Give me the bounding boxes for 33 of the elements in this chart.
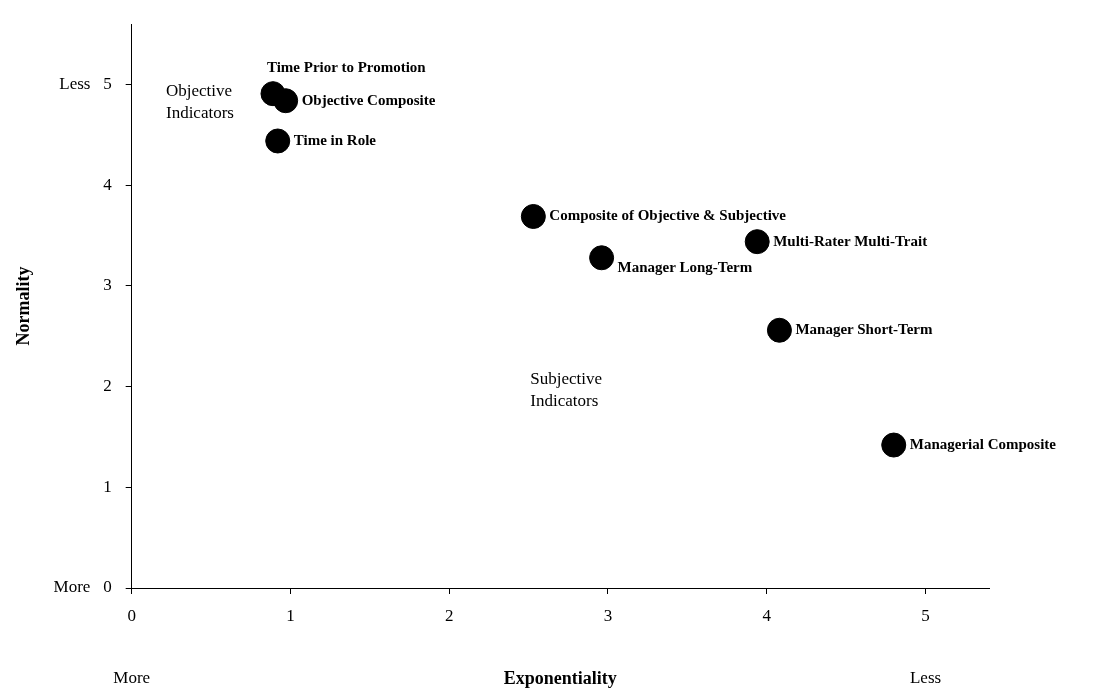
- x-tick-label: 2: [444, 605, 454, 625]
- point: [881, 432, 907, 458]
- point: [260, 81, 286, 107]
- point: [766, 317, 792, 343]
- y-tick-label: 1: [103, 476, 112, 496]
- x-tick-label: 1: [286, 605, 295, 625]
- annotation: Subjective Indicators: [530, 368, 603, 410]
- y-tick-label: 2: [103, 376, 112, 396]
- series-label: Time in Role: [293, 131, 377, 148]
- y-tick-label: More 0: [53, 577, 112, 597]
- series-label: Time Prior to Promotion: [266, 58, 427, 75]
- series-label: Multi-Rater Multi-Trait: [773, 232, 928, 249]
- y-axis-title: Normality: [13, 266, 34, 346]
- y-tick-label: 3: [103, 275, 112, 295]
- series-label: Manager Long-Term: [617, 258, 753, 275]
- series-label: Managerial Composite: [909, 435, 1057, 452]
- y-tick-label: 4: [103, 174, 113, 194]
- x-tick-label: 5: [921, 605, 930, 625]
- series-label: Objective Composite: [301, 91, 436, 108]
- x-tick-label: 0: [127, 605, 136, 625]
- text: More: [113, 667, 151, 687]
- series-label: Manager Short-Term: [795, 321, 933, 338]
- x-axis-title: Exponentiality: [503, 667, 617, 688]
- point: [265, 128, 291, 154]
- x-tick-label: 4: [762, 605, 772, 625]
- text: Less: [909, 667, 942, 687]
- annotation: Objective Indicators: [165, 81, 234, 123]
- x-tick-label: 3: [603, 605, 613, 625]
- series-label: Composite of Objective & Subjective: [549, 207, 787, 224]
- point: [744, 229, 770, 255]
- point: [520, 204, 546, 229]
- point: [589, 245, 615, 271]
- y-tick-label: Less 5: [59, 74, 112, 94]
